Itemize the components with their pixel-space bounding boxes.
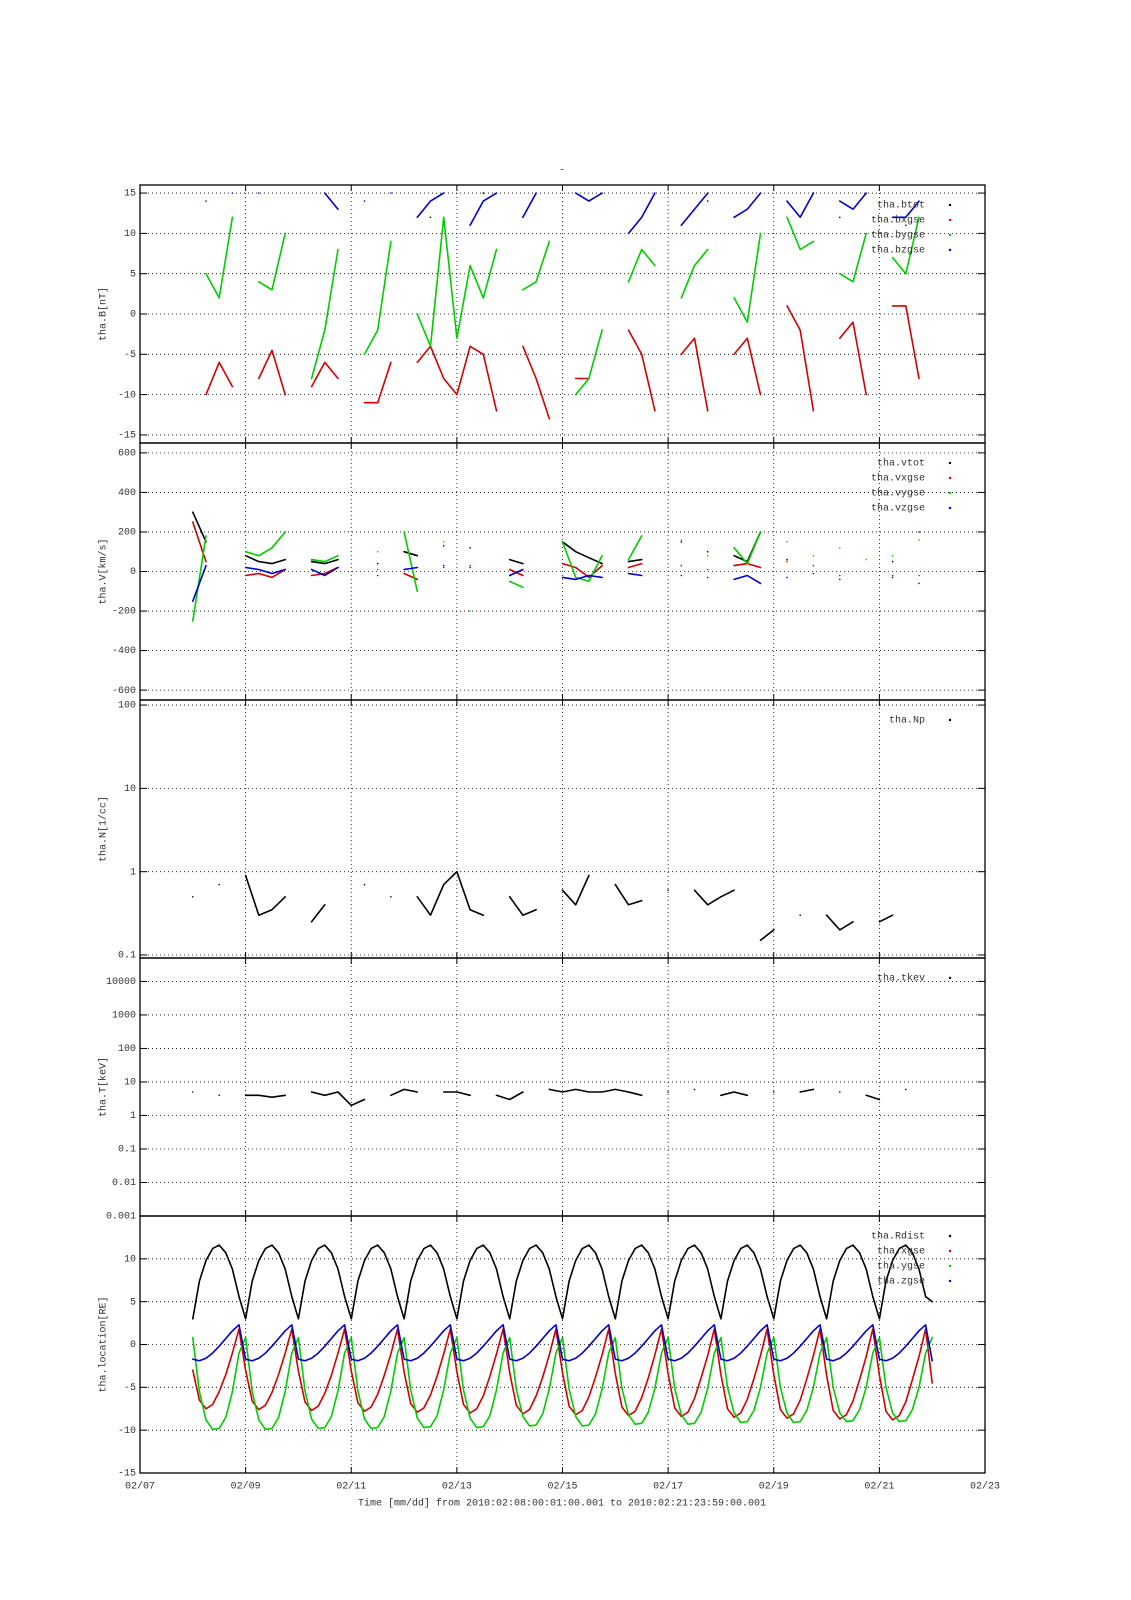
x-axis-label: Time [mm/dd] from 2010:02:08:00:01:00.00… [358, 1498, 766, 1510]
y-tick-label: 0.1 [118, 951, 136, 962]
y-tick-label: -15 [118, 1469, 136, 1480]
legend-label: tha.ygse [877, 1261, 925, 1273]
legend-label: tha.vxgse [871, 473, 925, 485]
legend-marker [948, 506, 952, 510]
plot-area [192, 1244, 933, 1431]
series-line [205, 305, 920, 420]
x-tick-label: 02/15 [547, 1481, 577, 1493]
y-tick-label: 5 [130, 1297, 136, 1308]
x-tick-label: 02/21 [864, 1481, 894, 1493]
y-axis-label: tha.location[RE] [98, 1296, 110, 1392]
x-tick-label: 02/07 [125, 1481, 155, 1493]
y-tick-label: -10 [118, 1426, 136, 1437]
series-line [192, 1328, 933, 1421]
x-tick-label: 02/09 [231, 1481, 261, 1493]
y-tick-label: 1000 [112, 1011, 136, 1022]
y-tick-label: 15 [124, 189, 136, 200]
y-tick-label: 10000 [106, 977, 136, 988]
y-tick-label: -5 [124, 1383, 136, 1394]
legend-marker [948, 248, 952, 252]
series-line [192, 1088, 907, 1107]
y-tick-label: 0 [130, 1340, 136, 1351]
legend-marker [948, 1249, 952, 1253]
legend-label: tha.vygse [871, 488, 925, 500]
series-line [192, 564, 920, 602]
series-line [324, 192, 907, 227]
y-axis-label: tha.V[km/s] [98, 538, 110, 604]
legend-label: tha.bygse [871, 230, 925, 242]
y-tick-label: 400 [118, 488, 136, 499]
legend-marker [948, 1234, 952, 1238]
y-axis-label: tha.N[1/cc] [98, 796, 110, 862]
legend-label: tha.tkev [877, 973, 925, 985]
legend-label: tha.Rdist [871, 1231, 925, 1243]
y-tick-label: 10 [124, 784, 136, 795]
plot-area [192, 511, 920, 622]
y-axis-label: tha.B[nT] [98, 287, 110, 341]
x-tick-label: 02/23 [970, 1481, 1000, 1493]
series-line [192, 1336, 933, 1431]
legend-label: tha.zgse [877, 1276, 925, 1288]
y-tick-label: -15 [118, 431, 136, 442]
legend-marker [948, 461, 952, 465]
y-tick-label: 10 [124, 229, 136, 240]
y-tick-label: 0 [130, 310, 136, 321]
y-tick-label: -200 [112, 607, 136, 618]
y-tick-label: 1 [130, 1111, 136, 1122]
y-tick-label: -10 [118, 390, 136, 401]
plot-area [192, 870, 894, 942]
series-line [205, 216, 920, 396]
legend-marker [948, 491, 952, 495]
plot-area [192, 1088, 907, 1107]
x-tick-label: 02/11 [336, 1481, 366, 1493]
series-line [192, 521, 920, 581]
y-tick-label: 5 [130, 269, 136, 280]
legend-label: tha.vtot [877, 458, 925, 470]
chart-title: - [559, 166, 565, 177]
legend-label: tha.Np [889, 715, 925, 727]
series-line [205, 192, 920, 235]
series-line [192, 1324, 933, 1362]
y-tick-label: -5 [124, 350, 136, 361]
legend-label: tha.vzgse [871, 503, 925, 515]
x-tick-label: 02/17 [653, 1481, 683, 1493]
y-tick-label: 10 [124, 1254, 136, 1265]
legend-marker [948, 1279, 952, 1283]
legend-marker [948, 976, 952, 980]
series-line [192, 1244, 933, 1320]
y-tick-label: 1 [130, 867, 136, 878]
legend-label: tha.bxgse [871, 215, 925, 227]
y-tick-label: 100 [118, 1044, 136, 1055]
y-tick-label: 100 [118, 701, 136, 712]
legend-label: tha.bzgse [871, 245, 925, 257]
y-tick-label: 0 [130, 567, 136, 578]
series-line [192, 870, 894, 942]
legend-marker [948, 718, 952, 722]
x-tick-label: 02/19 [759, 1481, 789, 1493]
legend-marker [948, 203, 952, 207]
y-tick-label: 0.1 [118, 1145, 136, 1156]
series-line [192, 511, 920, 565]
panel-frame [139, 1215, 986, 1474]
x-tick-label: 02/13 [442, 1481, 472, 1493]
legend-marker [948, 476, 952, 480]
y-tick-label: 0.001 [106, 1212, 136, 1223]
y-tick-label: 10 [124, 1078, 136, 1089]
y-tick-label: 200 [118, 528, 136, 539]
legend-label: tha.xgse [877, 1246, 925, 1258]
y-tick-label: -400 [112, 646, 136, 657]
legend-marker [948, 218, 952, 222]
legend-label: tha.btot [877, 200, 925, 212]
legend-marker [948, 233, 952, 237]
plot-area [205, 192, 920, 420]
y-tick-label: -600 [112, 686, 136, 697]
y-axis-label: tha.T[keV] [98, 1057, 110, 1117]
legend-marker [948, 1264, 952, 1268]
y-tick-label: 0.01 [112, 1178, 136, 1189]
series-line [192, 531, 920, 622]
y-tick-label: 600 [118, 449, 136, 460]
